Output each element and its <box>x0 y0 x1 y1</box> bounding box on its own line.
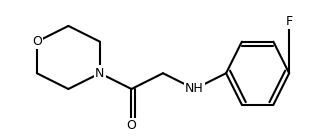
Text: O: O <box>32 35 42 48</box>
Text: O: O <box>126 119 136 132</box>
Text: F: F <box>286 15 293 28</box>
Text: NH: NH <box>185 82 204 95</box>
Text: N: N <box>95 67 105 80</box>
